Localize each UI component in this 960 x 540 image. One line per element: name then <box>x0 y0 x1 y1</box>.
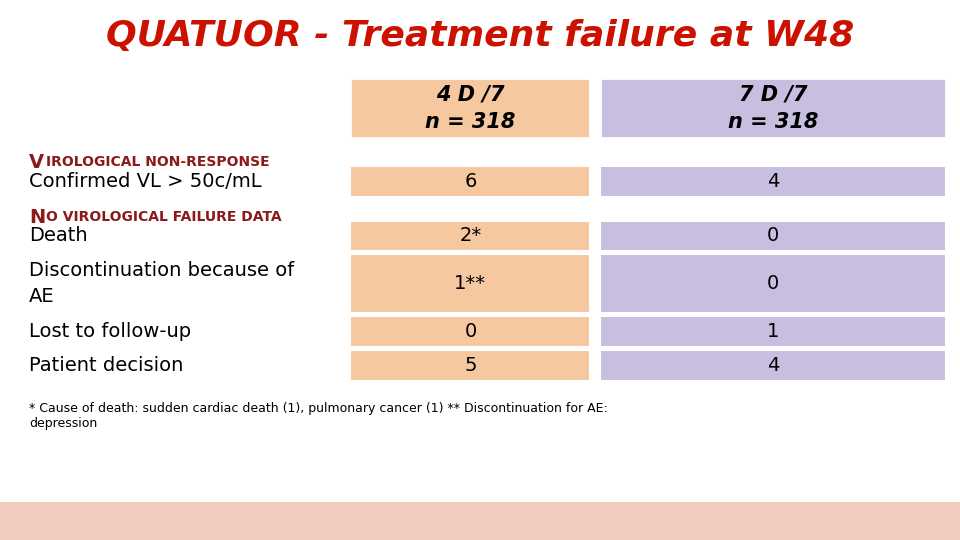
Text: 2*: 2* <box>459 226 482 246</box>
Polygon shape <box>350 166 590 197</box>
Text: O VIROLOGICAL FAILURE DATA: O VIROLOGICAL FAILURE DATA <box>46 210 281 224</box>
Text: 4 D /7: 4 D /7 <box>436 84 505 105</box>
Text: 1**: 1** <box>454 274 487 293</box>
Polygon shape <box>600 78 946 138</box>
Text: V: V <box>29 152 44 172</box>
Polygon shape <box>600 221 946 251</box>
Text: AE: AE <box>29 287 55 307</box>
Text: N: N <box>29 207 45 227</box>
Text: QUATUOR - Treatment failure at W48: QUATUOR - Treatment failure at W48 <box>106 19 854 53</box>
Polygon shape <box>600 316 946 347</box>
Text: 5: 5 <box>464 356 477 375</box>
Text: Confirmed VL > 50c/mL: Confirmed VL > 50c/mL <box>29 172 261 191</box>
Polygon shape <box>600 254 946 313</box>
Text: 0: 0 <box>767 274 779 293</box>
Text: 0: 0 <box>465 322 476 341</box>
Text: 4: 4 <box>767 172 779 191</box>
Text: Discontinuation because of: Discontinuation because of <box>29 260 294 280</box>
Polygon shape <box>350 316 590 347</box>
Text: IROLOGICAL NON-RESPONSE: IROLOGICAL NON-RESPONSE <box>46 155 270 169</box>
Polygon shape <box>0 502 960 540</box>
Polygon shape <box>350 78 590 138</box>
Text: n = 318: n = 318 <box>728 111 818 132</box>
Text: Patient decision: Patient decision <box>29 356 183 375</box>
Text: n = 318: n = 318 <box>425 111 516 132</box>
Text: Death: Death <box>29 226 87 246</box>
Polygon shape <box>600 166 946 197</box>
Text: 1: 1 <box>767 322 779 341</box>
Polygon shape <box>350 254 590 313</box>
Text: Lost to follow-up: Lost to follow-up <box>29 322 191 341</box>
Text: 7 D /7: 7 D /7 <box>738 84 807 105</box>
Polygon shape <box>600 350 946 381</box>
Polygon shape <box>350 350 590 381</box>
Text: 4: 4 <box>767 356 779 375</box>
Text: * Cause of death: sudden cardiac death (1), pulmonary cancer (1) ** Discontinuat: * Cause of death: sudden cardiac death (… <box>29 402 608 430</box>
Text: 0: 0 <box>767 226 779 246</box>
Text: 6: 6 <box>465 172 476 191</box>
Polygon shape <box>350 221 590 251</box>
